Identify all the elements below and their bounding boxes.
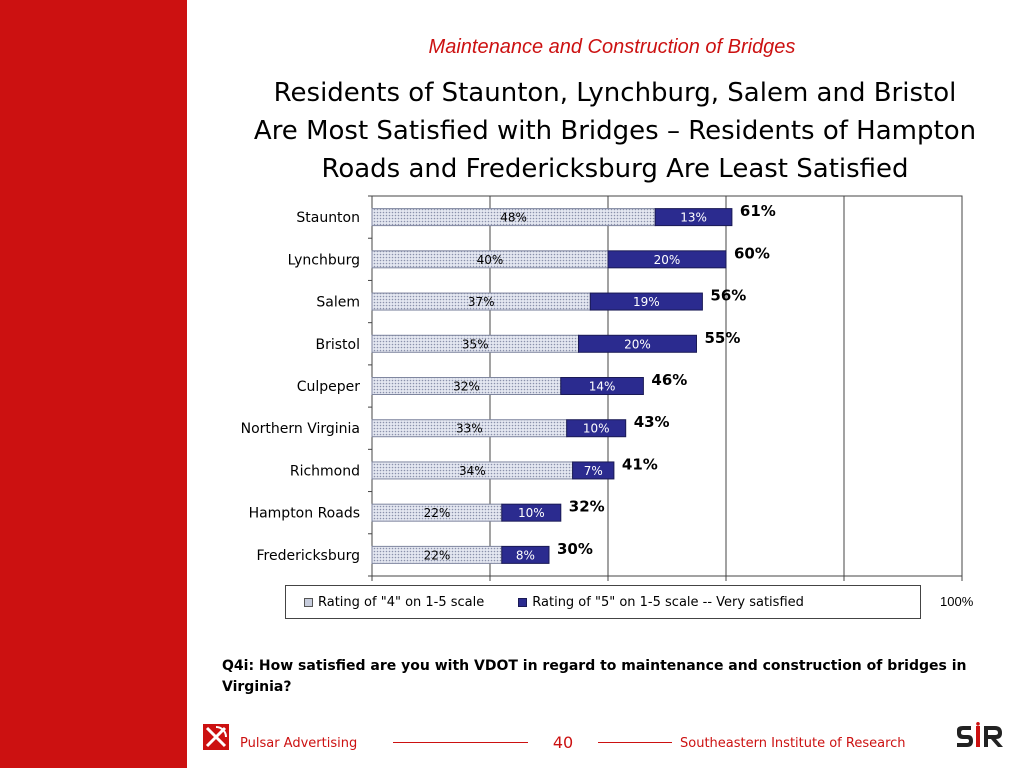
- footer-right-text: Southeastern Institute of Research: [680, 736, 906, 751]
- bar-rating-5: [607, 250, 727, 269]
- pulsar-logo-icon: [203, 724, 229, 750]
- headline-line-1: Residents of Staunton, Lynchburg, Salem …: [273, 78, 957, 108]
- footer-divider-left: [393, 742, 528, 743]
- total-label: 56%: [710, 287, 746, 305]
- footer-left-text: Pulsar Advertising: [240, 736, 358, 751]
- category-label: Staunton: [296, 210, 360, 226]
- total-label: 55%: [705, 329, 741, 347]
- survey-question: Q4i: How satisfied are you with VDOT in …: [222, 658, 967, 695]
- value-label-rating-4: 33%: [456, 422, 483, 436]
- total-label: 61%: [740, 202, 776, 220]
- total-label: 60%: [734, 244, 770, 262]
- bar-rating-5: [501, 503, 562, 522]
- page-number: 40: [552, 733, 574, 752]
- total-label: 41%: [622, 455, 658, 473]
- headline-line-3: Roads and Fredericksburg Are Least Satis…: [321, 154, 909, 184]
- value-label-rating-5: 20%: [654, 253, 681, 267]
- stacked-bar-chart: Staunton 48% 13% 61% Lynchburg 40% 20% 60% Salem…: [241, 195, 963, 581]
- total-label: 43%: [634, 413, 670, 431]
- legend-label-rating-5: Rating of "5" on 1-5 scale -- Very satis…: [532, 594, 804, 610]
- sir-logo-icon: [957, 722, 1003, 747]
- value-label-rating-5: 10%: [518, 506, 545, 520]
- value-label-rating-4: 35%: [462, 337, 489, 351]
- value-label-rating-5: 13%: [680, 211, 707, 225]
- total-label: 46%: [651, 371, 687, 389]
- value-label-rating-4: 22%: [424, 506, 451, 520]
- category-label: Salem: [316, 295, 360, 311]
- red-side-bar: [0, 0, 187, 768]
- legend-label-rating-4: Rating of "4" on 1-5 scale: [318, 594, 485, 610]
- value-label-rating-5: 7%: [584, 464, 603, 478]
- legend-item-rating-4: Rating of "4" on 1-5 scale: [304, 595, 484, 610]
- value-label-rating-5: 10%: [583, 422, 610, 436]
- value-label-rating-4: 40%: [477, 253, 504, 267]
- value-label-rating-4: 34%: [459, 464, 486, 478]
- category-label: Northern Virginia: [241, 421, 360, 437]
- category-label: Bristol: [316, 337, 361, 353]
- category-label: Hampton Roads: [249, 506, 360, 522]
- bar-rating-5: [566, 419, 627, 438]
- bar-rating-5: [589, 292, 703, 311]
- footer-divider-right: [598, 742, 672, 743]
- category-label: Culpeper: [297, 379, 361, 395]
- label-layer: Staunton 48% 13% 61% Lynchburg 40% 20% 60% Salem…: [241, 202, 776, 564]
- value-label-rating-4: 32%: [453, 380, 480, 394]
- bar-layer: [371, 208, 733, 564]
- value-label-rating-4: 22%: [424, 548, 451, 562]
- headline-line-2: Are Most Satisfied with Bridges – Reside…: [253, 116, 977, 146]
- value-label-rating-4: 37%: [468, 295, 495, 309]
- legend-swatch-rating-5: [518, 597, 528, 607]
- slide-headline: Residents of Staunton, Lynchburg, Salem …: [205, 74, 1024, 188]
- bar-rating-5: [501, 545, 550, 564]
- value-label-rating-5: 19%: [633, 295, 660, 309]
- legend-item-rating-5: Rating of "5" on 1-5 scale -- Very satis…: [518, 595, 804, 610]
- bar-rating-5: [578, 334, 697, 353]
- value-label-rating-5: 20%: [624, 337, 651, 351]
- value-label-rating-5: 8%: [516, 548, 535, 562]
- total-label: 32%: [569, 498, 605, 516]
- category-label: Lynchburg: [288, 252, 360, 268]
- category-label: Richmond: [290, 463, 360, 479]
- chart-legend: Rating of "4" on 1-5 scale Rating of "5"…: [285, 585, 921, 619]
- total-label: 30%: [557, 540, 593, 558]
- bar-rating-5: [572, 461, 615, 480]
- value-label-rating-4: 48%: [500, 211, 527, 225]
- bar-rating-5: [560, 377, 644, 395]
- category-label: Fredericksburg: [257, 548, 361, 564]
- section-title: Maintenance and Construction of Bridges: [428, 36, 796, 58]
- x-axis-max-label: 100%: [940, 594, 974, 609]
- legend-swatch-rating-4: [304, 597, 313, 607]
- bar-rating-5: [654, 208, 733, 227]
- value-label-rating-5: 14%: [589, 380, 616, 394]
